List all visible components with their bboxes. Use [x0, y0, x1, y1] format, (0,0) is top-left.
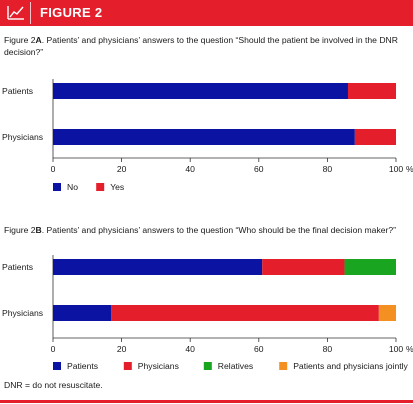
chart-a: 0 20 40 60 80 100 % Patients Physicians No Yes	[2, 79, 413, 192]
x-tick-label: 80	[323, 164, 333, 174]
bar-segment	[53, 305, 112, 321]
caption-b: Figure 2B. Patients’ and physicians’ ans…	[4, 224, 409, 236]
x-tick-label: 0	[51, 344, 56, 354]
x-tick-label: 40	[185, 344, 195, 354]
legend-label: Physicians	[138, 361, 179, 371]
bar-segment	[347, 83, 396, 99]
legend-label: Yes	[110, 182, 124, 192]
x-tick-label: 0	[51, 164, 56, 174]
bar-segment	[378, 305, 396, 321]
caption-a-letter: A	[35, 35, 42, 45]
x-tick-label: 100	[389, 164, 404, 174]
category-label: Physicians	[2, 308, 43, 318]
caption-b-prefix: Figure 2	[4, 225, 36, 235]
figure-header: FIGURE 2	[0, 0, 413, 26]
category-label: Patients	[2, 262, 33, 272]
caption-a-text: . Patients’ and physicians’ answers to t…	[4, 35, 398, 57]
x-unit-label: %	[406, 164, 413, 174]
legend-swatch	[96, 183, 105, 191]
bar-segment	[53, 259, 263, 275]
bar-segment	[344, 259, 396, 275]
legend-label: Relatives	[218, 361, 253, 371]
x-tick-label: 20	[117, 164, 127, 174]
category-label: Patients	[2, 86, 33, 96]
bar-segment	[111, 305, 379, 321]
caption-a-prefix: Figure 2	[4, 35, 36, 45]
bar-segment	[262, 259, 345, 275]
x-tick-label: 40	[185, 164, 195, 174]
legend-label: No	[67, 182, 78, 192]
x-tick-label: 20	[117, 344, 127, 354]
caption-a: Figure 2A. Patients’ and physicians’ ans…	[4, 34, 409, 58]
x-tick-label: 60	[254, 164, 264, 174]
caption-b-letter: B	[35, 225, 42, 235]
legend-label: Patients	[67, 361, 98, 371]
bottom-rule	[0, 400, 413, 403]
x-tick-label: 60	[254, 344, 264, 354]
bar-segment	[53, 129, 355, 145]
chart-line-icon	[2, 2, 31, 24]
chart-b: 0 20 40 60 80 100 % Patients Physicians Patients P…	[2, 255, 413, 371]
legend-swatch	[53, 362, 61, 370]
figure-title: FIGURE 2	[40, 5, 103, 20]
x-tick-label: 80	[323, 344, 333, 354]
bar-segment	[53, 83, 348, 99]
legend-swatch	[203, 362, 212, 370]
legend-swatch	[123, 362, 132, 370]
legend-swatch	[279, 362, 288, 370]
caption-b-text: . Patients’ and physicians’ answers to t…	[41, 225, 397, 235]
bar-segment	[354, 129, 396, 145]
legend-label: Patients and physicians jointly	[293, 361, 408, 371]
x-tick-label: 100	[389, 344, 404, 354]
x-unit-label: %	[406, 344, 413, 354]
footnote: DNR = do not resuscitate.	[4, 380, 103, 390]
legend-swatch	[53, 183, 61, 191]
category-label: Physicians	[2, 132, 43, 142]
